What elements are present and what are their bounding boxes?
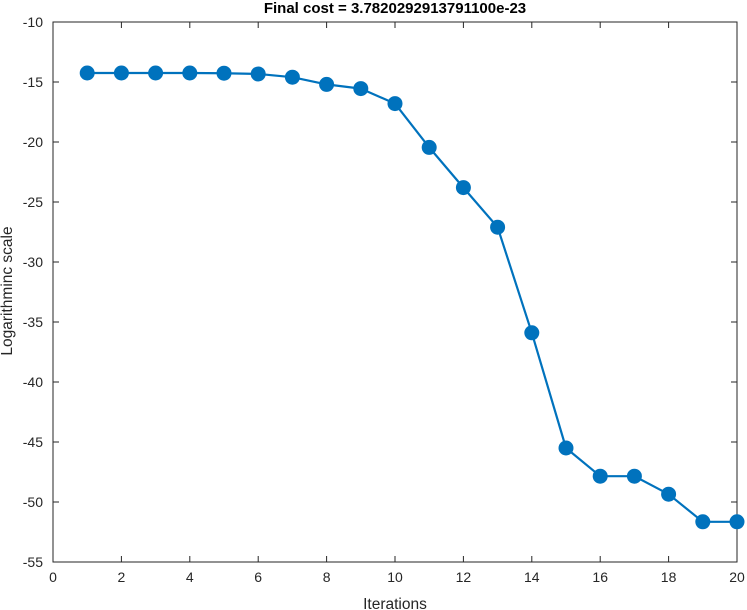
x-tick-label: 0 [49,569,57,585]
x-tick-label: 12 [456,569,472,585]
data-point [558,440,574,456]
y-tick-label: -30 [23,254,43,270]
x-tick-label: 16 [592,569,608,585]
chart-title: Final cost = 3.7820292913791100e-23 [264,0,526,17]
data-point [455,180,471,196]
x-tick-label: 4 [186,569,194,585]
y-tick-label: -45 [23,434,43,450]
x-axis: 0 2 4 6 8 10 12 14 16 18 20 [49,22,745,585]
x-tick-label: 20 [729,569,745,585]
y-tick-label: -55 [23,554,43,570]
data-point [79,65,95,81]
y-tick-label: -15 [23,74,43,90]
y-tick-label: -35 [23,314,43,330]
data-point [524,325,540,341]
data-point [148,65,164,81]
data-point [353,81,369,97]
data-point [626,468,642,484]
data-point [729,514,745,530]
data-point [216,65,232,81]
x-tick-label: 2 [118,569,126,585]
data-point [182,65,198,81]
y-tick-label: -40 [23,374,43,390]
data-point [319,76,335,92]
x-tick-label: 8 [323,569,331,585]
series-layer [79,65,745,530]
data-point [592,468,608,484]
y-tick-label: -50 [23,494,43,510]
x-tick-label: 6 [254,569,262,585]
data-point [113,65,129,81]
x-axis-title: Iterations [363,596,427,610]
data-point [490,219,506,235]
x-tick-label: 18 [661,569,677,585]
y-axis-title: Logarithminc scale [0,226,16,355]
x-tick-label: 10 [387,569,403,585]
data-point [387,96,403,112]
data-point [695,514,711,530]
data-point [661,486,677,502]
y-tick-label: -25 [23,194,43,210]
series-line [87,71,737,523]
y-axis: -10 -15 -20 -25 -30 -35 -40 -45 -50 -55 [23,14,737,570]
data-point [421,139,437,155]
y-tick-label: -20 [23,134,43,150]
y-tick-label: -10 [23,14,43,30]
data-point [250,66,266,82]
data-point [284,69,300,85]
x-tick-label: 14 [524,569,540,585]
